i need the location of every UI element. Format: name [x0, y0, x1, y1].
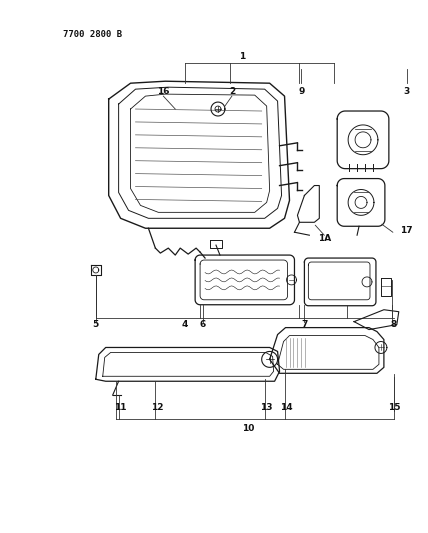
Polygon shape	[211, 102, 225, 116]
Polygon shape	[262, 351, 278, 367]
Text: 10: 10	[241, 424, 254, 433]
Text: 17: 17	[401, 226, 413, 235]
Polygon shape	[375, 342, 387, 353]
Polygon shape	[210, 240, 222, 248]
Polygon shape	[286, 275, 297, 285]
Text: 14: 14	[280, 402, 293, 411]
Text: 2: 2	[229, 87, 235, 95]
Polygon shape	[91, 265, 101, 275]
Polygon shape	[381, 278, 391, 296]
Polygon shape	[195, 255, 294, 305]
Text: 12: 12	[151, 402, 163, 411]
Text: 1A: 1A	[318, 233, 331, 243]
Polygon shape	[270, 328, 384, 373]
Polygon shape	[354, 310, 399, 329]
Text: 1: 1	[239, 52, 245, 61]
Text: 3: 3	[404, 87, 410, 95]
Text: 11: 11	[114, 402, 127, 411]
Text: 7: 7	[301, 320, 308, 329]
Text: 4: 4	[182, 320, 188, 329]
Text: 7700 2800 B: 7700 2800 B	[63, 29, 122, 38]
Polygon shape	[337, 179, 385, 227]
Text: 13: 13	[260, 402, 273, 411]
Polygon shape	[297, 185, 319, 222]
Text: 8: 8	[391, 320, 397, 329]
Text: 6: 6	[200, 320, 206, 329]
Text: 16: 16	[157, 87, 169, 95]
Polygon shape	[337, 111, 389, 168]
Text: 15: 15	[388, 402, 400, 411]
Text: 5: 5	[92, 320, 99, 329]
Polygon shape	[362, 277, 372, 287]
Polygon shape	[96, 348, 279, 381]
Polygon shape	[109, 81, 289, 228]
Polygon shape	[304, 258, 376, 306]
Text: 9: 9	[298, 87, 305, 95]
